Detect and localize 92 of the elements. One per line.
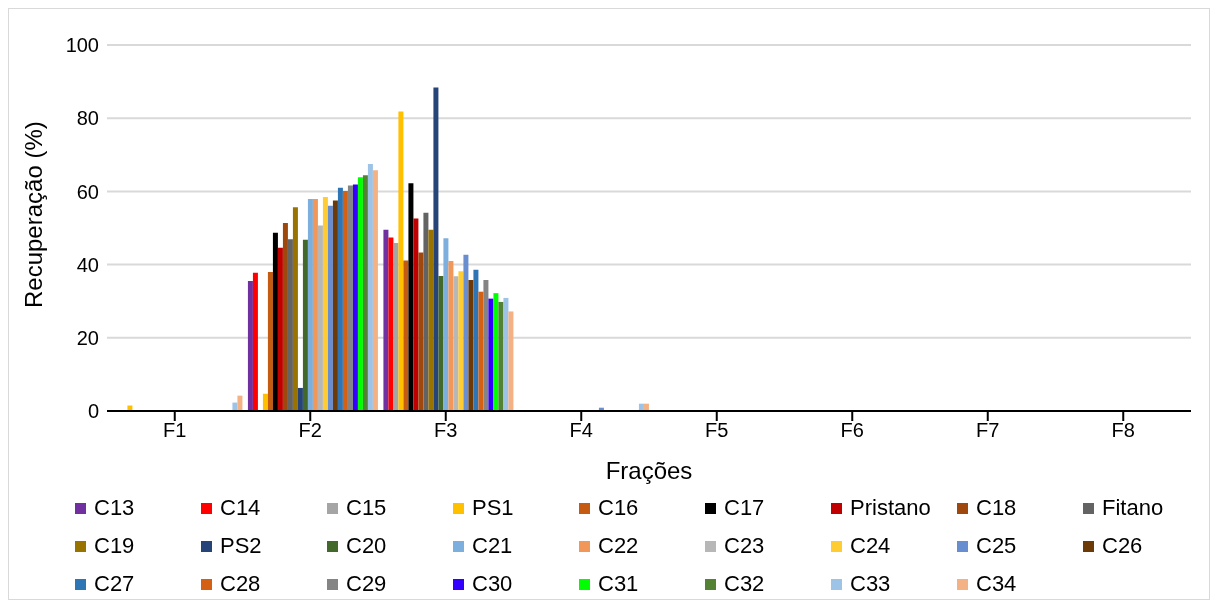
x-tick-label: F2 [298,419,322,442]
bar [282,222,288,411]
bar [383,229,389,411]
x-tick-label: F1 [163,419,187,442]
bar [458,271,464,411]
bar [327,205,333,411]
bar [367,163,373,411]
legend-label: C20 [346,533,387,559]
bar [448,260,454,411]
bar [247,281,253,411]
y-axis-title: Recuperação (%) [19,121,47,308]
bar [483,279,489,411]
legend-label: C14 [220,495,261,521]
bar [488,298,494,411]
bar [463,254,469,411]
legend-label: C30 [472,571,513,597]
bar [388,237,394,411]
x-tick-label: F7 [976,419,1000,442]
legend-label: C15 [346,495,387,521]
legend-label: C13 [94,495,135,521]
bar [453,276,459,411]
bar [498,301,504,411]
legend-label: C21 [472,533,513,559]
legend-label: C26 [1102,533,1143,559]
bar [357,177,363,411]
bar [443,238,449,411]
legend-label: C28 [220,571,261,597]
bar [423,212,429,411]
bar [372,170,378,411]
y-tick-label: 40 [76,253,99,276]
bar [473,269,479,411]
bar [468,279,474,411]
legend-label: Pristano [850,495,931,521]
legend-label: C19 [94,533,135,559]
legend-label: Fitano [1102,495,1164,521]
bar [277,247,283,411]
bar [362,175,368,411]
y-tick-label: 60 [76,180,99,203]
legend-label: C23 [724,533,765,559]
bar [347,185,353,411]
bar [433,87,439,411]
bar [252,272,258,411]
bar [337,187,343,411]
bar [398,111,404,411]
bar [438,275,444,411]
bar [418,252,424,411]
bar [302,239,308,411]
bar [237,395,243,411]
legend-label: C27 [94,571,135,597]
x-tick-label: F8 [1111,419,1135,442]
bar [503,297,509,411]
bar [297,387,303,411]
bar [428,229,434,411]
legend-label: C16 [598,495,639,521]
legend-label: PS2 [220,533,262,559]
bar [342,191,348,411]
y-tick-label: 0 [87,400,99,423]
x-tick-label: F6 [840,419,864,442]
bar [393,243,399,411]
bar [478,291,484,411]
legend-label: C33 [850,571,891,597]
legend-label: C34 [976,571,1017,597]
y-tick-label: 100 [65,34,99,57]
legend-label: C24 [850,533,891,559]
bar [287,239,293,411]
bar [403,260,409,411]
bar [307,199,313,411]
bar [352,184,358,411]
bar [262,393,268,411]
x-tick-label: F4 [569,419,593,442]
x-axis-title: Frações [605,457,693,484]
x-tick-label: F3 [434,419,458,442]
legend-label: PS1 [472,495,514,521]
bar [267,271,273,411]
bar [508,311,514,411]
bar [332,200,338,411]
bar [292,207,298,411]
legend-label: C22 [598,533,639,559]
legend-label: C31 [598,571,639,597]
legend-label: C32 [724,571,765,597]
legend-label: C29 [346,571,387,597]
y-tick-label: 80 [76,107,99,130]
bar [413,218,419,411]
y-tick-label: 20 [76,326,99,349]
bar [493,293,499,411]
bar [317,225,323,411]
x-tick-label: F5 [705,419,729,442]
legend-label: C25 [976,533,1017,559]
legend-label: C17 [724,495,765,521]
legend-label: C18 [976,495,1017,521]
bar [322,196,328,411]
bar [312,199,318,411]
